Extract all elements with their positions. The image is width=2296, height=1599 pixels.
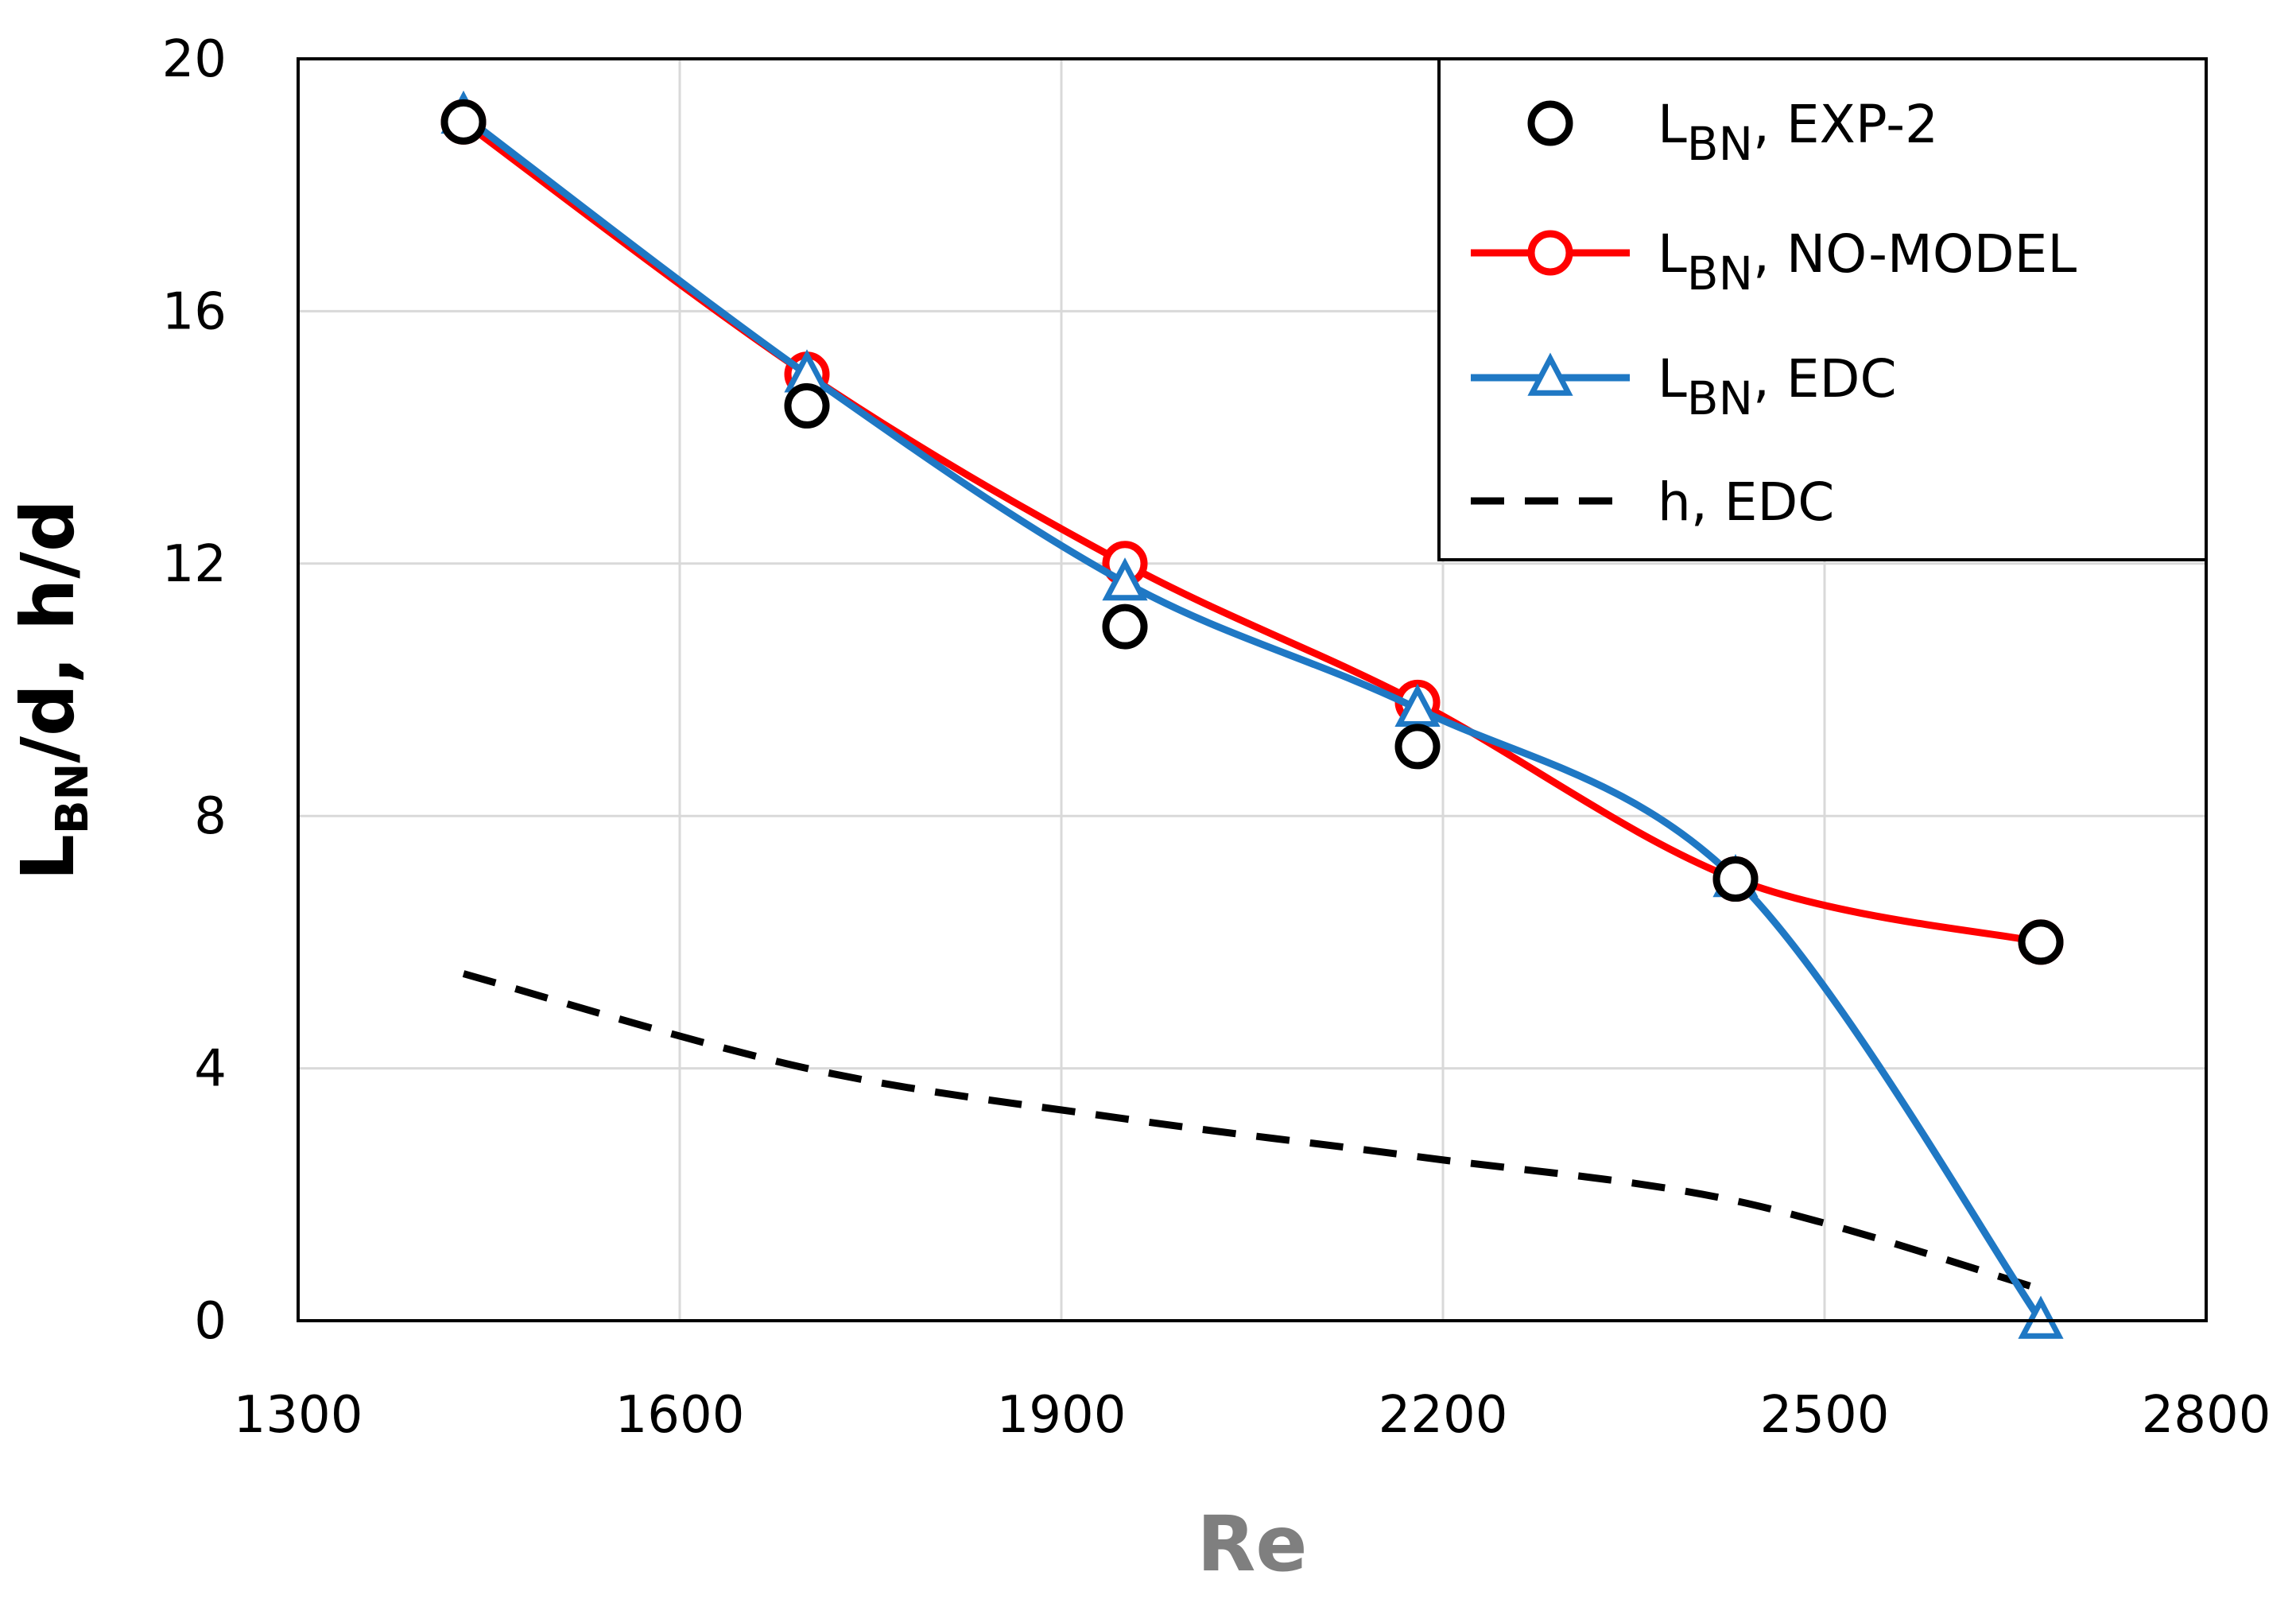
- series-exp2: [440, 99, 2064, 965]
- x-tick-label-2200: 2200: [1379, 1386, 1508, 1445]
- plot-frame: [297, 57, 2208, 1322]
- x-tick-labels: 1300 1600 1900 2200 2500 2800: [234, 1386, 2271, 1445]
- legend-label-h-edc: h, EDC: [1658, 472, 1834, 533]
- x-tick-label-1600: 1600: [615, 1386, 745, 1445]
- x-tick-label-1300: 1300: [234, 1386, 363, 1445]
- legend-marker-edc: [1527, 352, 1573, 396]
- data-point-exp2-1430: [440, 99, 487, 145]
- data-point-edc-2670: [2018, 1295, 2064, 1339]
- legend-label-main: L: [1658, 348, 1687, 409]
- legend-marker-exp2: [1527, 100, 1573, 146]
- legend-label-sub: BN: [1687, 246, 1753, 301]
- legend-label-sub: BN: [1687, 371, 1753, 425]
- y-tick-label-20: 20: [162, 30, 227, 89]
- series-h-edc: [462, 970, 2042, 1293]
- legend-label-edc: LBN, EDC: [1658, 348, 1897, 425]
- legend-entry-no-model: LBN, NO-MODEL: [1471, 223, 2077, 301]
- series-line-h-edc: [462, 970, 2042, 1293]
- data-point-exp2-1950: [1102, 604, 1148, 650]
- series-layer: [440, 90, 2064, 1339]
- y-axis-title-rest: /d, h/d: [6, 499, 91, 763]
- legend-box: [1437, 57, 2208, 561]
- data-point-exp2-2670: [2018, 919, 2064, 965]
- legend-entry-edc: LBN, EDC: [1471, 348, 1897, 425]
- y-tick-label-8: 8: [194, 787, 227, 846]
- legend-label-no-model: LBN, NO-MODEL: [1658, 223, 2077, 301]
- y-tick-label-4: 4: [194, 1040, 227, 1099]
- legend-label-main: L: [1658, 223, 1687, 285]
- data-point-edc-1950: [1102, 557, 1148, 601]
- legend-marker-no-model: [1527, 230, 1573, 276]
- data-point-exp2-1700: [784, 382, 830, 429]
- y-axis-title: LBN/d, h/d: [6, 499, 99, 881]
- data-point-exp2-2430: [1712, 856, 1759, 902]
- y-tick-label-16: 16: [162, 282, 227, 341]
- legend-label-main: h, EDC: [1658, 472, 1834, 533]
- x-axis-title: Re: [1196, 1500, 1307, 1589]
- legend-entry-exp2: LBN, EXP-2: [1527, 94, 1938, 171]
- data-point-exp2-2180: [1394, 724, 1441, 770]
- y-tick-label-12: 12: [162, 535, 227, 594]
- legend-label-sub: BN: [1687, 117, 1753, 171]
- y-axis-title-main: L: [6, 834, 91, 881]
- legend-label-rest: , EDC: [1753, 348, 1897, 409]
- y-axis-title-sub: BN: [47, 763, 99, 835]
- x-tick-label-2500: 2500: [1760, 1386, 1890, 1445]
- y-tick-label-0: 0: [194, 1292, 227, 1351]
- y-tick-labels: 0 4 8 12 16 20: [162, 30, 227, 1351]
- legend-entry-h-edc: h, EDC: [1471, 472, 1834, 533]
- legend-label-main: L: [1658, 94, 1687, 155]
- series-line-edc: [460, 111, 2045, 1325]
- legend-label-exp2: LBN, EXP-2: [1658, 94, 1938, 171]
- x-tick-label-1900: 1900: [997, 1386, 1127, 1445]
- legend-label-rest: , NO-MODEL: [1753, 223, 2077, 285]
- x-tick-label-2800: 2800: [2142, 1386, 2271, 1445]
- legend-label-rest: , EXP-2: [1753, 94, 1938, 155]
